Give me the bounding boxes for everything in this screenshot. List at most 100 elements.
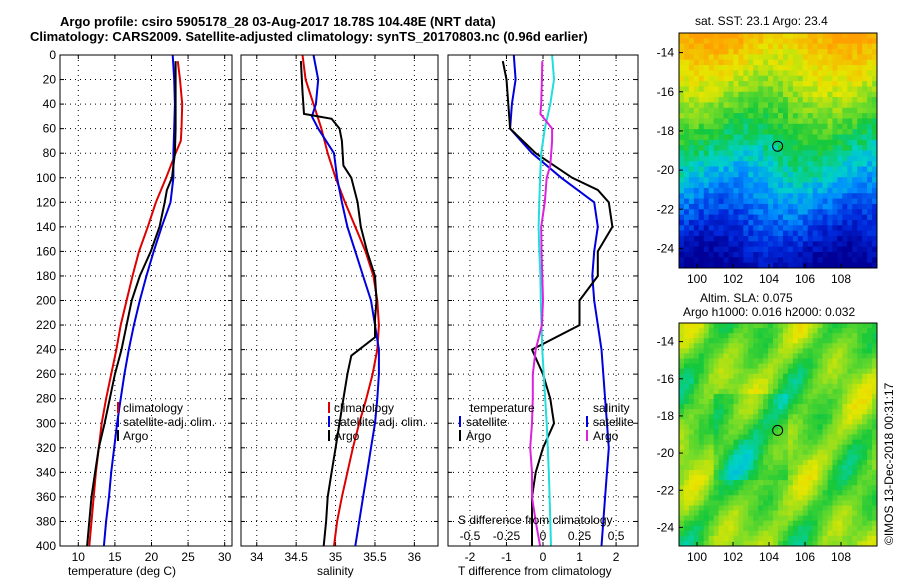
- map-cell: [852, 393, 858, 400]
- map-cell: [718, 469, 725, 476]
- map-cell: [748, 409, 754, 415]
- map-cell: [683, 505, 690, 512]
- map-cell: [872, 520, 878, 527]
- map-cell: [743, 409, 749, 415]
- map-cell: [842, 49, 848, 55]
- map-cell: [773, 383, 779, 390]
- map-cell: [758, 459, 764, 466]
- map-cell: [718, 139, 725, 146]
- map-frame: [678, 322, 878, 547]
- map-cell: [817, 348, 824, 354]
- map-cell: [822, 469, 828, 476]
- map-cell: [832, 139, 838, 146]
- map-cell: [792, 328, 799, 334]
- map-cell: [703, 166, 710, 173]
- map-cell: [857, 419, 863, 425]
- map-cell: [872, 475, 878, 481]
- map-cell: [683, 530, 690, 537]
- map-cell: [842, 86, 848, 93]
- map-cell: [852, 378, 858, 385]
- map-cell: [708, 358, 715, 365]
- map-cell: [797, 262, 804, 269]
- map-cell: [758, 91, 764, 98]
- map-cell: [718, 102, 725, 109]
- map-cell: [728, 214, 734, 221]
- map-cell: [733, 118, 739, 125]
- map-cell: [738, 449, 744, 456]
- map-cell: [862, 257, 868, 264]
- map-cell: [812, 404, 819, 410]
- map-cell: [812, 75, 819, 82]
- map-cell: [688, 209, 695, 216]
- map-cell: [847, 75, 853, 82]
- map-cell: [807, 454, 814, 461]
- map-cell: [807, 43, 814, 50]
- map-cell: [852, 388, 858, 395]
- map-cell: [857, 225, 863, 232]
- map-x-tick-label: 102: [723, 272, 743, 286]
- map-cell: [743, 540, 749, 547]
- map-cell: [748, 81, 754, 87]
- map-cell: [708, 225, 715, 232]
- map-cell: [733, 262, 739, 269]
- map-cell: [688, 139, 695, 146]
- map-cell: [733, 475, 739, 481]
- map-cell: [827, 198, 833, 205]
- map-cell: [738, 134, 744, 141]
- map-cell: [773, 444, 779, 451]
- map-cell: [807, 33, 814, 39]
- map-cell: [728, 323, 734, 329]
- map-cell: [703, 464, 710, 471]
- map-cell: [802, 348, 809, 354]
- map-cell: [778, 348, 784, 354]
- map-cell: [862, 424, 868, 430]
- map-cell: [713, 368, 720, 375]
- map-cell: [817, 97, 824, 103]
- map-cell: [728, 409, 734, 415]
- map-cell: [832, 203, 838, 210]
- map-cell: [743, 139, 749, 146]
- map-cell: [698, 485, 705, 491]
- y-tick-label: 120: [36, 195, 56, 209]
- map-cell: [832, 333, 838, 339]
- map-cell: [713, 490, 720, 496]
- map-cell: [857, 399, 863, 405]
- map-cell: [857, 530, 863, 537]
- map-cell: [872, 59, 878, 66]
- map-cell: [812, 485, 819, 491]
- map-cell: [802, 338, 809, 344]
- map-cell: [847, 434, 853, 441]
- map-cell: [802, 134, 809, 141]
- map-cell: [802, 480, 809, 486]
- map-cell: [703, 102, 710, 109]
- map-cell: [778, 107, 784, 114]
- map-cell: [679, 171, 685, 178]
- map-cell: [713, 187, 720, 194]
- map-cell: [802, 86, 809, 93]
- map-cell: [872, 424, 878, 430]
- map-cell: [822, 515, 828, 522]
- map-cell: [703, 530, 710, 537]
- map-cell: [693, 368, 700, 375]
- map-cell: [683, 235, 690, 242]
- map-cell: [797, 123, 804, 130]
- map-cell: [768, 59, 774, 66]
- map-cell: [758, 323, 764, 329]
- map-cell: [693, 198, 700, 205]
- map-cell: [683, 348, 690, 354]
- map-cell: [708, 383, 715, 390]
- map-cell: [738, 70, 744, 77]
- map-cell: [758, 540, 764, 547]
- map-cell: [768, 414, 774, 420]
- map-cell: [822, 419, 828, 425]
- map-cell: [748, 323, 754, 329]
- map-cell: [698, 257, 705, 264]
- map-cell: [698, 219, 705, 226]
- map-cell: [748, 424, 754, 430]
- map-cell: [718, 373, 725, 380]
- map-cell: [797, 363, 804, 370]
- map-cell: [857, 70, 863, 77]
- map-cell: [748, 33, 754, 39]
- map-cell: [688, 459, 695, 466]
- map-cell: [738, 75, 744, 82]
